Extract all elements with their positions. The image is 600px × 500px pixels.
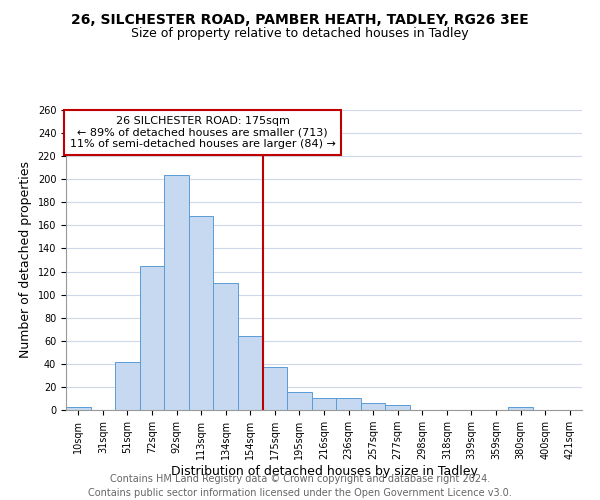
Bar (336, 398, 361, 410)
Bar (508, 406, 533, 410)
Bar (115, 362, 140, 410)
Bar (238, 336, 263, 410)
Bar (140, 266, 164, 410)
Y-axis label: Number of detached properties: Number of detached properties (19, 162, 32, 358)
Text: 26, SILCHESTER ROAD, PAMBER HEATH, TADLEY, RG26 3EE: 26, SILCHESTER ROAD, PAMBER HEATH, TADLE… (71, 12, 529, 26)
Bar (164, 174, 189, 410)
Bar (287, 392, 312, 410)
Bar (214, 283, 238, 410)
Bar (66, 406, 91, 410)
Bar (385, 406, 410, 410)
Bar (263, 368, 287, 410)
Bar (361, 403, 385, 410)
Text: Size of property relative to detached houses in Tadley: Size of property relative to detached ho… (131, 28, 469, 40)
Text: 26 SILCHESTER ROAD: 175sqm
← 89% of detached houses are smaller (713)
11% of sem: 26 SILCHESTER ROAD: 175sqm ← 89% of deta… (70, 116, 335, 149)
Text: Contains HM Land Registry data © Crown copyright and database right 2024.: Contains HM Land Registry data © Crown c… (110, 474, 490, 484)
Text: Contains public sector information licensed under the Open Government Licence v3: Contains public sector information licen… (88, 488, 512, 498)
X-axis label: Distribution of detached houses by size in Tadley: Distribution of detached houses by size … (170, 465, 478, 478)
Bar (189, 216, 214, 410)
Bar (312, 398, 336, 410)
